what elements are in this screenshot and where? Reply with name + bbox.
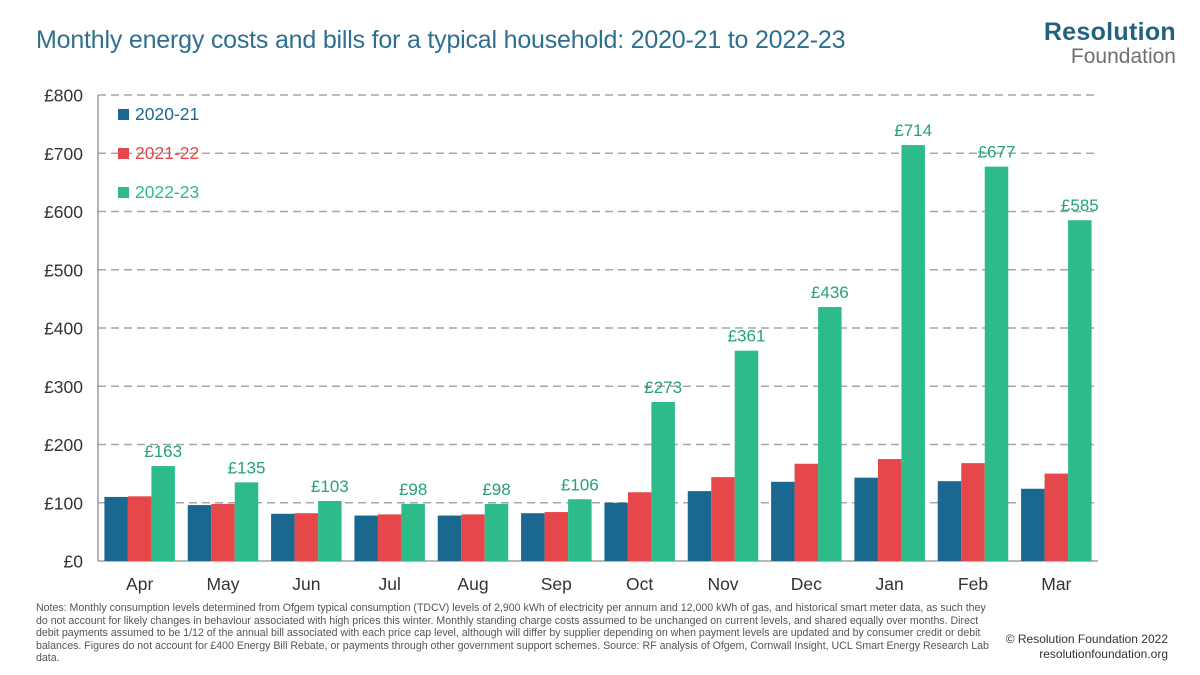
- y-tick-label: £300: [44, 377, 83, 397]
- copyright-text: © Resolution Foundation 2022: [1005, 632, 1168, 646]
- bar-2022-23-Apr: [151, 466, 175, 561]
- bar-2022-23-Aug: [484, 503, 509, 561]
- bar-2022-23-Mar: [1068, 220, 1092, 562]
- x-tick-label: Aug: [457, 574, 488, 594]
- x-tick-label: Apr: [126, 574, 153, 594]
- legend-label: 2021-22: [135, 143, 199, 163]
- data-label: £98: [399, 480, 427, 499]
- bar-2022-23-Jun: [318, 501, 342, 561]
- legend-swatch-2022-23: [118, 187, 129, 198]
- data-label: £585: [1061, 196, 1099, 215]
- x-tick-label: Oct: [626, 574, 653, 594]
- data-label: £677: [978, 143, 1016, 162]
- bar-2021-22-Jan: [877, 459, 902, 561]
- bar-2021-22-Dec: [794, 463, 819, 561]
- bar-2022-23-Dec: [818, 307, 842, 561]
- legend-swatch-2021-22: [118, 148, 129, 159]
- chart-title: Monthly energy costs and bills for a typ…: [36, 26, 846, 54]
- bar-2021-22-May: [211, 503, 235, 561]
- data-label: £361: [728, 327, 766, 346]
- bar-2020-21-Apr: [104, 496, 128, 561]
- y-tick-label: £700: [44, 144, 83, 164]
- bar-2020-21-Sep: [521, 513, 545, 561]
- bar-2021-22-Sep: [544, 512, 569, 561]
- data-label: £436: [811, 283, 849, 302]
- chart-notes: Notes: Monthly consumption levels determ…: [36, 602, 989, 665]
- legend-label: 2020-21: [135, 104, 199, 124]
- bar-2020-21-Feb: [937, 481, 962, 561]
- data-label: £163: [144, 442, 182, 461]
- y-tick-label: £0: [64, 552, 84, 572]
- bar-2022-23-Feb: [984, 166, 1009, 561]
- x-tick-label: Nov: [707, 574, 738, 594]
- bar-2022-23-Sep: [568, 499, 592, 561]
- bar-2020-21-Dec: [771, 481, 795, 561]
- bar-2020-21-Aug: [437, 515, 462, 561]
- x-tick-label: Jan: [876, 574, 904, 594]
- y-tick-label: £100: [44, 493, 83, 513]
- bar-2021-22-Jun: [294, 513, 319, 561]
- bar-2021-22-Oct: [627, 492, 652, 561]
- bar-2020-21-Jul: [354, 515, 378, 561]
- legend-label: 2022-23: [135, 182, 199, 202]
- data-label: £98: [482, 480, 510, 499]
- bar-chart: £0 £100 £200 £300 £400 £500 £600 £700 £800 Apr £16…: [44, 86, 1099, 595]
- logo-line-2: Foundation: [1070, 45, 1176, 68]
- bar-2020-21-Mar: [1021, 488, 1045, 561]
- bar-2020-21-Jan: [854, 477, 878, 561]
- credit-block: © Resolution Foundation 2022 resolutionf…: [1006, 632, 1168, 662]
- legend-swatch-2020-21: [118, 109, 129, 120]
- data-label: £106: [561, 475, 599, 494]
- website-text: resolutionfoundation.org: [1039, 647, 1168, 661]
- y-tick-label: £500: [44, 260, 83, 280]
- data-label: £273: [644, 378, 682, 397]
- data-label: £714: [894, 121, 932, 140]
- bar-2022-23-Jan: [901, 145, 925, 561]
- bar-2020-21-Jun: [271, 513, 295, 561]
- y-tick-label: £800: [44, 86, 83, 106]
- bar-2020-21-May: [187, 505, 212, 561]
- bar-2020-21-Oct: [604, 502, 628, 561]
- y-tick-label: £200: [44, 435, 83, 455]
- bar-2021-22-Feb: [961, 463, 985, 561]
- x-tick-label: Mar: [1041, 574, 1071, 594]
- bar-2022-23-Nov: [734, 350, 759, 561]
- bar-2022-23-Jul: [401, 503, 425, 561]
- bar-2021-22-Mar: [1044, 473, 1069, 561]
- bar-2021-22-Aug: [461, 514, 485, 561]
- bar-2021-22-Jul: [377, 514, 402, 561]
- bar-2022-23-Oct: [651, 401, 675, 561]
- y-tick-label: £600: [44, 202, 83, 222]
- x-tick-label: Jun: [292, 574, 320, 594]
- bar-2021-22-Nov: [711, 477, 735, 561]
- bar-2020-21-Nov: [687, 491, 712, 561]
- resolution-foundation-logo: Resolution Foundation: [1043, 18, 1176, 68]
- data-label: £135: [228, 458, 266, 477]
- x-tick-label: Jul: [378, 574, 400, 594]
- data-label: £103: [311, 477, 349, 496]
- x-tick-label: May: [206, 574, 239, 594]
- y-tick-label: £400: [44, 319, 83, 339]
- logo-line-1: Resolution: [1043, 18, 1176, 46]
- x-tick-label: Dec: [791, 574, 822, 594]
- x-tick-label: Feb: [958, 574, 988, 594]
- bar-2022-23-May: [234, 482, 259, 561]
- x-tick-label: Sep: [541, 574, 572, 594]
- bar-2021-22-Apr: [127, 496, 152, 561]
